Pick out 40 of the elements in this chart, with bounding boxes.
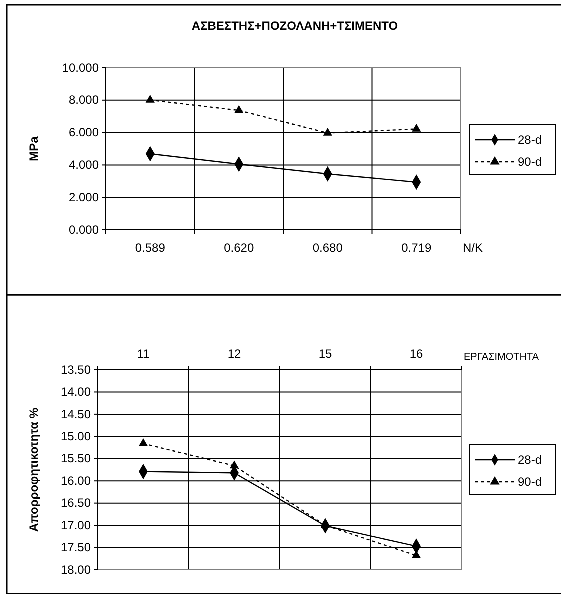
point — [138, 438, 148, 446]
y-tick-label: 10.000 — [62, 60, 100, 75]
y-tick-label: 6.000 — [68, 126, 100, 140]
legend-label: 90-d — [518, 155, 542, 169]
point — [230, 460, 240, 469]
y-axis-title: Απορροφητικοτητα % — [27, 408, 41, 532]
y-tick-label: 16.00 — [60, 474, 92, 488]
y-tick-label: 8.000 — [68, 93, 100, 108]
y-tick-label: 14.00 — [60, 385, 92, 400]
x-axis-title: ΕΡΓΑΣΙΜΟΤΗΤΑ — [464, 352, 540, 363]
y-tick-label: 4.000 — [68, 158, 100, 172]
point — [412, 124, 422, 132]
y-axis-title: MPa — [27, 136, 41, 162]
y-tick-label: 14.50 — [60, 407, 92, 422]
y-tick-label: 17.50 — [60, 540, 92, 555]
y-tick-label: 13.50 — [60, 362, 92, 377]
x-tick-label: 0.680 — [312, 241, 344, 255]
chart-title: ΑΣΒΕΣΤΗΣ+ΠΟΖΟΛΑΝΗ+ΤΣΙΜΕΝΤΟ — [192, 19, 398, 33]
point — [234, 105, 244, 114]
x-tick-label: 16 — [410, 347, 424, 361]
point — [323, 128, 332, 136]
y-tick-label: 15.00 — [60, 430, 92, 444]
x-axis-title: N/K — [463, 241, 484, 255]
y-tick-label: 15.50 — [60, 452, 92, 466]
x-tick-label: 15 — [318, 347, 332, 361]
x-tick-label: 0.589 — [135, 241, 166, 255]
x-tick-label: 0.719 — [402, 241, 432, 255]
y-tick-label: 17.00 — [60, 518, 92, 532]
legend-label: 28-d — [518, 453, 542, 467]
x-tick-label: 12 — [228, 347, 242, 361]
y-tick-label: 2.000 — [68, 190, 100, 204]
y-tick-label: 18.00 — [60, 562, 92, 577]
y-tick-label: 16.50 — [60, 496, 92, 510]
y-tick-label: 0.000 — [68, 222, 100, 237]
point — [146, 94, 155, 103]
x-tick-label: 0.620 — [224, 241, 254, 255]
point — [412, 550, 422, 558]
x-tick-label: 11 — [137, 347, 150, 361]
legend-label: 28-d — [518, 133, 542, 147]
legend-label: 90-d — [518, 475, 542, 489]
